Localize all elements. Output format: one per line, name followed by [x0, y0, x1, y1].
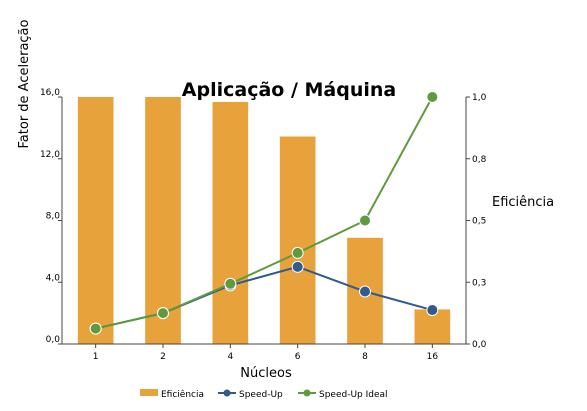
bar-1 — [77, 97, 114, 344]
point-series-1-6 — [291, 260, 304, 273]
y2-tick-label: 0,5 — [472, 217, 486, 227]
legend-label: Speed-Up — [239, 390, 283, 400]
axes — [58, 96, 470, 348]
x-axis-title: Núcleos — [240, 366, 292, 381]
point-series-2-2 — [157, 307, 169, 320]
x-tick-label: 16 — [427, 352, 439, 362]
bar-4 — [212, 101, 249, 344]
y-tick-label: 4,0 — [46, 273, 61, 283]
bar-2 — [145, 97, 181, 344]
line-series-2 — [95, 96, 434, 330]
y2-tick-label: 0,8 — [472, 155, 487, 165]
bar-series — [77, 97, 451, 344]
y2-tick-label: 0,3 — [472, 278, 486, 288]
legend-swatch-marker — [223, 389, 231, 397]
legend: Eficiência Speed-Up Speed-Up Ideal — [140, 389, 388, 400]
point-series-2-8 — [359, 214, 371, 227]
y2-axis-title: Eficiência — [492, 195, 554, 210]
x-tick-label: 8 — [362, 352, 368, 362]
point-series-2-6 — [291, 246, 304, 259]
x-tick-label: 6 — [295, 352, 301, 362]
y-axis-title: Fator de Aceleração — [17, 19, 32, 148]
y2-tick-label: 0,0 — [472, 340, 487, 350]
line-series — [89, 91, 439, 335]
y-tick-label: 8,0 — [46, 212, 61, 222]
point-series-2-4 — [224, 277, 237, 290]
legend-label: Speed-Up Ideal — [319, 390, 388, 400]
point-series-2-1 — [89, 322, 102, 335]
x-tick-label: 1 — [93, 352, 99, 362]
tick-labels: 0,0 4,0 8,0 12,0 16,0 0,0 0,3 0,5 0,8 1,0 1 2 4 6 8 16 — [40, 88, 487, 362]
point-series-1-16 — [426, 304, 439, 317]
y-tick-label: 12,0 — [40, 150, 60, 160]
x-tick-label: 2 — [160, 352, 166, 362]
legend-swatch-marker — [303, 389, 311, 397]
point-series-1-8 — [359, 285, 371, 298]
y-tick-label: 0,0 — [46, 335, 61, 345]
bar-6 — [279, 136, 316, 344]
x-tick-label: 4 — [227, 352, 233, 362]
legend-swatch-bar — [140, 389, 158, 396]
y-tick-label: 16,0 — [40, 88, 60, 98]
y2-tick-label: 1,0 — [472, 93, 487, 103]
point-series-2-16 — [426, 91, 439, 103]
chart-title: Aplicação / Máquina — [182, 79, 396, 101]
legend-label: Eficiência — [161, 389, 204, 400]
